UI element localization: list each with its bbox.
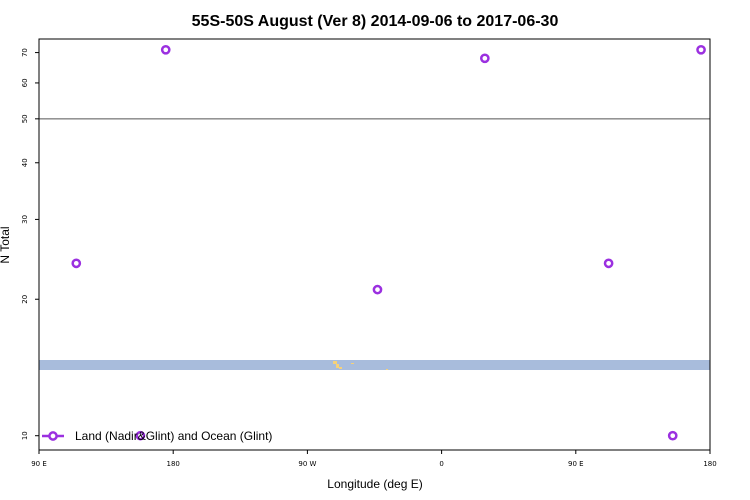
y-tick-label: 30	[21, 215, 29, 224]
y-tick-label: 60	[21, 78, 29, 87]
legend: Land (Nadir&Glint) and Ocean (Glint)	[42, 429, 272, 443]
y-tick-label: 50	[21, 114, 29, 123]
map-overlay	[39, 360, 710, 370]
land-fragment	[339, 367, 342, 369]
data-point	[603, 258, 614, 269]
x-tick-label: 0	[439, 460, 443, 468]
data-point	[667, 430, 678, 441]
ocean-band	[39, 360, 710, 370]
data-point	[135, 430, 146, 441]
legend-marker	[48, 431, 58, 441]
y-tick-label: 40	[21, 158, 29, 167]
land-fragment	[386, 369, 388, 370]
y-tick-label: 20	[21, 295, 29, 304]
y-tick-label: 70	[21, 48, 29, 57]
x-tick-label: 180	[703, 460, 716, 468]
y-axis-label: N Total	[0, 226, 12, 263]
legend-entry-label: Land (Nadir&Glint) and Ocean (Glint)	[75, 429, 272, 443]
land-fragment	[351, 363, 354, 364]
data-point	[71, 258, 82, 269]
x-tick-label: 180	[167, 460, 180, 468]
x-tick-label: 90 E	[31, 460, 47, 468]
land-fragment	[336, 364, 339, 368]
data-points	[71, 44, 706, 441]
plot-frame	[38, 38, 711, 451]
y-axis: 10 20 30 40 50 60 70	[21, 48, 39, 440]
x-tick-label: 90 E	[568, 460, 584, 468]
x-tick-label: 90 W	[298, 460, 316, 468]
y-tick-label: 10	[21, 431, 29, 440]
data-point	[479, 53, 490, 64]
data-point	[696, 44, 706, 55]
chart-title: 55S-50S August (Ver 8) 2014-09-06 to 201…	[192, 13, 559, 30]
land-fragment	[333, 361, 337, 364]
data-point	[160, 44, 171, 55]
x-axis-label: Longitude (deg E)	[327, 477, 422, 491]
x-axis: 90 E 180 90 W 0 90 E 180	[31, 450, 717, 468]
data-point	[372, 284, 383, 295]
